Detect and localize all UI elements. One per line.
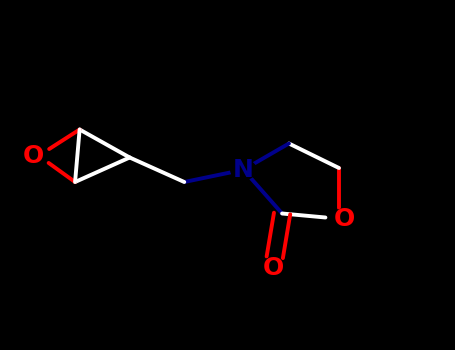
Text: O: O [263, 256, 283, 280]
Circle shape [332, 209, 357, 229]
Circle shape [231, 160, 256, 180]
Text: O: O [334, 207, 355, 231]
Text: N: N [233, 158, 254, 182]
Text: O: O [23, 144, 44, 168]
Circle shape [20, 146, 46, 166]
Circle shape [260, 258, 286, 278]
